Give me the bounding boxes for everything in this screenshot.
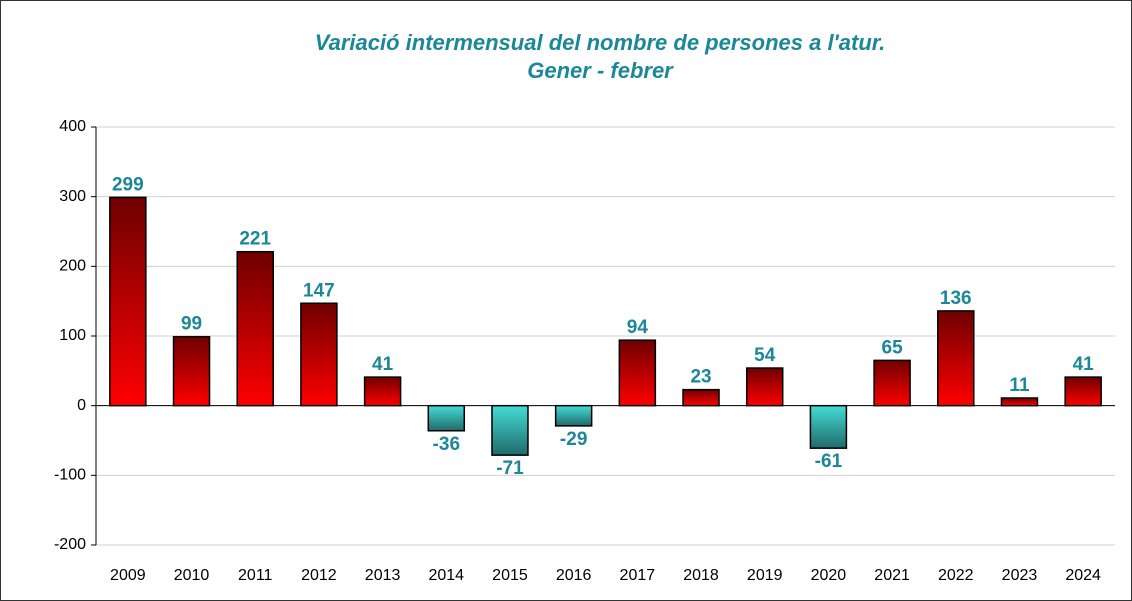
data-label: -29 [560, 429, 587, 450]
x-tick-label: 2009 [110, 567, 146, 584]
bar [873, 359, 911, 407]
x-tick-label: 2017 [620, 567, 656, 584]
bar [937, 310, 975, 407]
data-label: 99 [181, 314, 202, 335]
x-tick-label: 2012 [301, 567, 337, 584]
x-tick-label: 2023 [1002, 567, 1038, 584]
data-label: 41 [1073, 354, 1095, 375]
bar [363, 376, 402, 407]
data-label: -71 [496, 458, 524, 479]
data-label: 65 [882, 337, 904, 358]
x-tick-label: 2014 [428, 567, 464, 584]
data-label: 299 [112, 174, 144, 195]
bar [172, 335, 211, 407]
x-tick-label: 2016 [556, 567, 592, 584]
x-tick-label: 2020 [811, 567, 847, 584]
y-tick-label: 400 [59, 118, 86, 135]
x-tick-label: 2015 [492, 567, 528, 584]
bar [109, 196, 147, 407]
y-tick-label: 0 [77, 397, 86, 414]
bar [618, 339, 657, 407]
x-tick-label: 2010 [174, 567, 210, 584]
bar [682, 388, 720, 407]
chart-subtitle: Gener - febrer [527, 58, 674, 83]
bar [427, 404, 466, 432]
data-label: -61 [815, 451, 843, 472]
y-tick-label: 200 [59, 258, 86, 275]
bar [745, 367, 784, 407]
y-tick-label: 300 [59, 188, 86, 205]
bar [300, 302, 338, 407]
chart-title: Variació intermensual del nombre de pers… [315, 30, 886, 55]
x-tick-label: 2024 [1065, 567, 1101, 584]
y-tick-label: 100 [59, 327, 86, 344]
bar [236, 250, 274, 407]
x-tick-label: 2022 [938, 567, 974, 584]
y-tick-label: -100 [54, 467, 86, 484]
bar [809, 404, 848, 449]
x-tick-label: 2018 [683, 567, 719, 584]
x-tick-label: 2011 [238, 567, 273, 584]
data-label: 94 [627, 317, 649, 338]
bar [554, 404, 593, 427]
data-label: 23 [690, 367, 711, 388]
data-label: -36 [433, 434, 460, 455]
x-tick-label: 2013 [365, 567, 401, 584]
bar [491, 404, 529, 456]
data-label: 136 [940, 288, 972, 309]
data-label: 54 [754, 345, 776, 366]
x-tick-label: 2021 [874, 567, 910, 584]
bar [1000, 397, 1039, 407]
bar [1064, 376, 1102, 407]
x-tick-label: 2019 [747, 567, 783, 584]
y-tick-label: -200 [54, 536, 86, 553]
data-label: 147 [303, 280, 335, 301]
data-label: 221 [239, 229, 271, 250]
data-label: 11 [1009, 375, 1030, 396]
data-label: 41 [372, 354, 394, 375]
